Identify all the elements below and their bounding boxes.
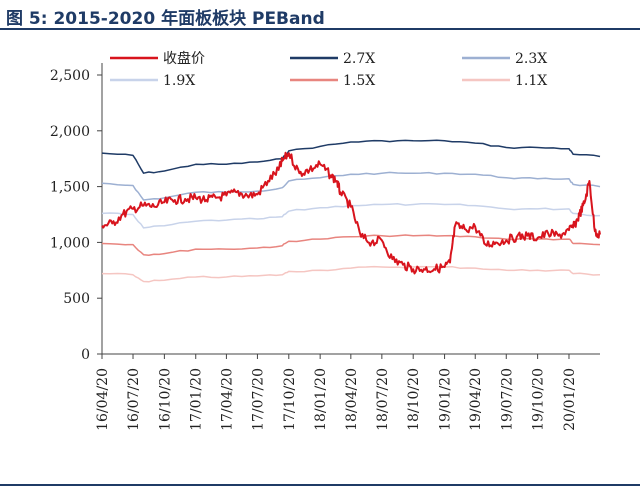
x-tick-label: 18/07/20: [375, 368, 391, 431]
x-tick-label: 17/10/20: [282, 368, 298, 431]
x-tick-label: 16/10/20: [157, 368, 173, 431]
x-tick-label: 19/10/20: [531, 368, 547, 431]
legend-label: 1.5X: [343, 73, 375, 89]
x-tick-label: 16/07/20: [126, 368, 142, 431]
x-tick-label: 19/04/20: [468, 368, 484, 431]
x-tick-label: 18/04/20: [344, 368, 360, 431]
title-divider: [0, 28, 640, 30]
series-line-2-7xband: [101, 139, 601, 174]
x-tick-label: 19/01/20: [438, 368, 454, 431]
series-line-1-5xband: [101, 234, 601, 256]
legend-label: 2.3X: [515, 51, 547, 67]
series-line-1-9xband: [101, 203, 601, 229]
series-line-1-1xband: [101, 265, 601, 283]
x-tick-label: 16/04/20: [95, 368, 111, 431]
x-tick-label: 17/07/20: [250, 368, 266, 431]
y-tick-label: 1,000: [50, 235, 90, 251]
legend-label: 2.7X: [343, 51, 375, 67]
y-tick-label: 0: [81, 347, 90, 363]
x-tick-label: 17/04/20: [219, 368, 235, 431]
figure-title: 图 5: 2015-2020 年面板板块 PEBand: [6, 9, 325, 29]
series-line-close-price: [101, 151, 601, 275]
bottom-divider: [0, 484, 640, 486]
series-line-2-3xband: [101, 171, 601, 201]
x-tick-label: 19/07/20: [499, 368, 515, 431]
y-tick-label: 1,500: [50, 180, 90, 196]
y-tick-label: 500: [63, 291, 90, 307]
x-tick-label: 18/10/20: [406, 368, 422, 431]
x-tick-label: 20/01/20: [562, 368, 578, 431]
legend-label: 1.9X: [163, 73, 195, 89]
y-tick-label: 2,000: [50, 124, 90, 140]
legend-label: 收盘价: [163, 50, 205, 67]
legend-label: 1.1X: [515, 73, 547, 89]
x-tick-label: 17/01/20: [189, 368, 205, 431]
x-tick-label: 18/01/20: [313, 368, 329, 431]
y-tick-label: 2,500: [50, 68, 90, 84]
